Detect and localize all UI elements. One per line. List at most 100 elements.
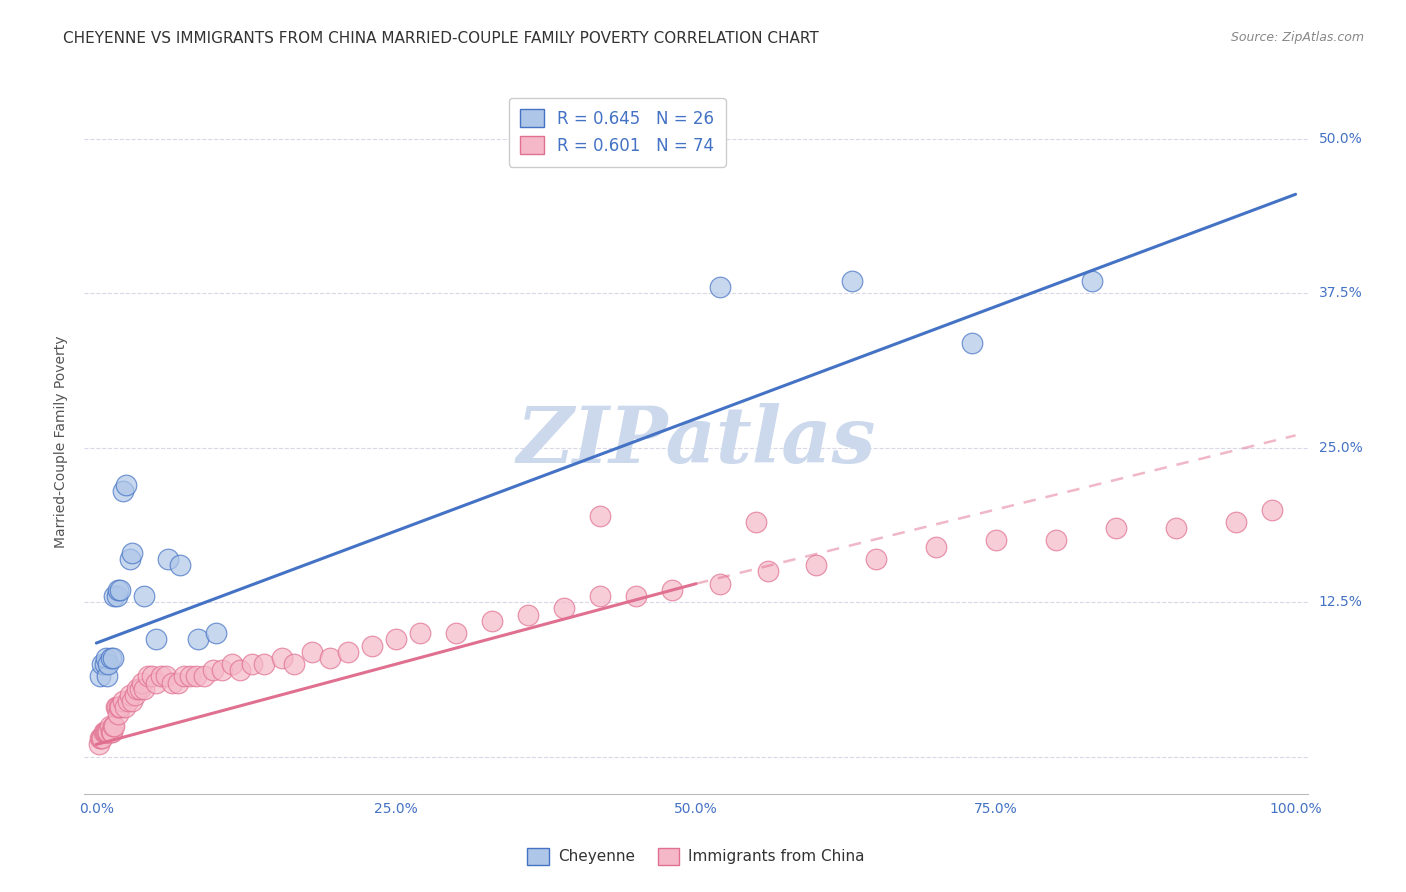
Point — [91, 731, 114, 746]
Point — [337, 645, 360, 659]
Point — [111, 694, 134, 708]
Point — [89, 669, 111, 683]
Legend: Cheyenne, Immigrants from China: Cheyenne, Immigrants from China — [522, 842, 870, 871]
Point — [105, 589, 128, 603]
Point — [134, 681, 156, 696]
Point — [91, 657, 114, 671]
Point — [89, 731, 111, 746]
Point — [201, 663, 224, 677]
Point — [150, 669, 173, 683]
Point — [661, 582, 683, 597]
Point — [167, 675, 190, 690]
Point — [96, 669, 118, 683]
Point — [745, 515, 768, 529]
Point — [211, 663, 233, 677]
Point — [240, 657, 263, 671]
Point — [756, 565, 779, 579]
Point — [193, 669, 215, 683]
Point — [624, 589, 647, 603]
Point — [229, 663, 252, 677]
Point — [925, 540, 948, 554]
Point — [100, 651, 122, 665]
Point — [115, 478, 138, 492]
Point — [1080, 274, 1102, 288]
Point — [960, 335, 983, 350]
Point — [121, 694, 143, 708]
Point — [589, 508, 612, 523]
Point — [253, 657, 276, 671]
Point — [103, 719, 125, 733]
Point — [709, 576, 731, 591]
Point — [101, 725, 124, 739]
Point — [114, 700, 136, 714]
Point — [409, 626, 432, 640]
Point — [1045, 533, 1067, 548]
Point — [117, 694, 139, 708]
Text: 25.0%: 25.0% — [1319, 441, 1362, 455]
Point — [104, 700, 127, 714]
Point — [271, 651, 294, 665]
Point — [93, 657, 117, 671]
Point — [101, 651, 124, 665]
Point — [136, 669, 159, 683]
Point — [93, 725, 117, 739]
Point — [155, 669, 177, 683]
Point — [111, 483, 134, 498]
Point — [221, 657, 243, 671]
Point — [444, 626, 467, 640]
Point — [187, 632, 209, 647]
Point — [1105, 521, 1128, 535]
Point — [110, 582, 132, 597]
Point — [127, 681, 149, 696]
Point — [87, 738, 110, 752]
Point — [94, 651, 117, 665]
Point — [173, 669, 195, 683]
Point — [101, 719, 124, 733]
Point — [283, 657, 305, 671]
Point — [184, 669, 207, 683]
Point — [709, 280, 731, 294]
Point — [97, 725, 120, 739]
Point — [319, 651, 342, 665]
Text: 50.0%: 50.0% — [1319, 132, 1362, 145]
Point — [105, 700, 128, 714]
Point — [517, 607, 540, 622]
Point — [1225, 515, 1247, 529]
Point — [481, 614, 503, 628]
Point — [94, 725, 117, 739]
Point — [124, 688, 146, 702]
Text: 37.5%: 37.5% — [1319, 286, 1362, 301]
Point — [553, 601, 575, 615]
Text: 12.5%: 12.5% — [1319, 595, 1362, 609]
Point — [100, 725, 122, 739]
Point — [90, 731, 112, 746]
Point — [160, 675, 183, 690]
Point — [179, 669, 201, 683]
Point — [301, 645, 323, 659]
Point — [145, 675, 167, 690]
Point — [169, 558, 191, 573]
Point — [97, 657, 120, 671]
Point — [865, 552, 887, 566]
Point — [131, 675, 153, 690]
Point — [1164, 521, 1187, 535]
Point — [110, 700, 132, 714]
Point — [385, 632, 408, 647]
Text: ZIPatlas: ZIPatlas — [516, 403, 876, 480]
Point — [1260, 502, 1282, 516]
Point — [121, 546, 143, 560]
Point — [361, 639, 384, 653]
Y-axis label: Married-Couple Family Poverty: Married-Couple Family Poverty — [55, 335, 69, 548]
Point — [157, 552, 180, 566]
Point — [145, 632, 167, 647]
Point — [103, 589, 125, 603]
Point — [118, 552, 141, 566]
Point — [107, 706, 129, 721]
Point — [108, 700, 131, 714]
Point — [118, 688, 141, 702]
Text: Source: ZipAtlas.com: Source: ZipAtlas.com — [1230, 31, 1364, 45]
Point — [141, 669, 163, 683]
Point — [96, 725, 118, 739]
Point — [984, 533, 1007, 548]
Point — [107, 582, 129, 597]
